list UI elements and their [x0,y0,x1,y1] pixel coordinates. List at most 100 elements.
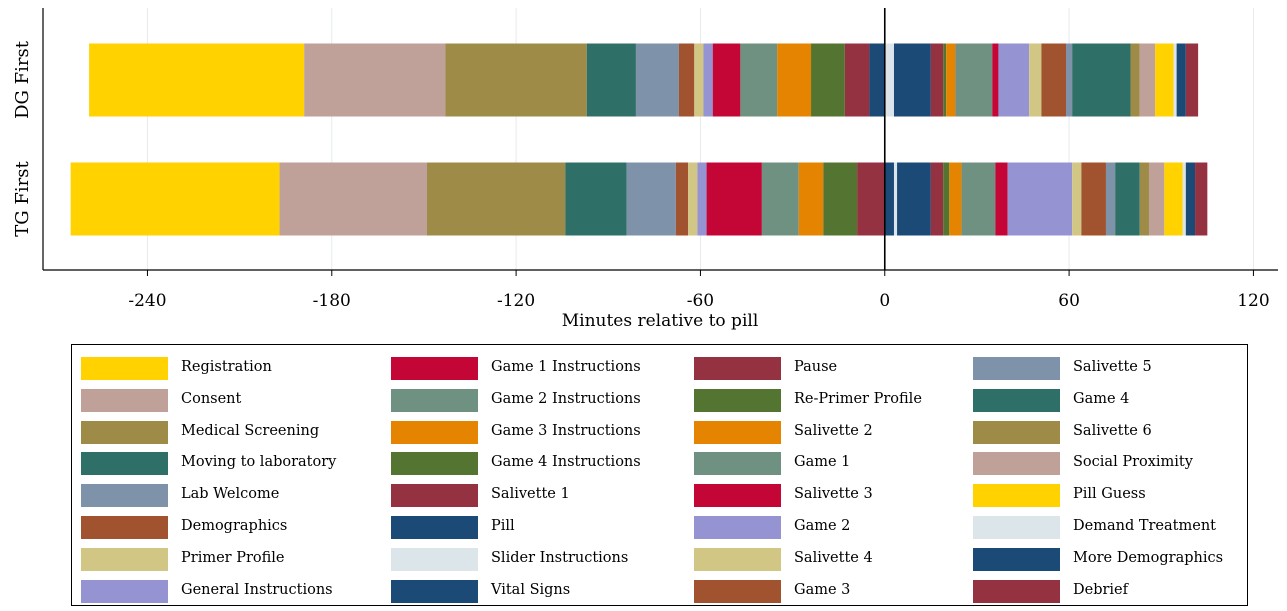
legend-swatch [973,516,1060,539]
bar-segment-1-15 [897,162,931,236]
bar-segment-0-17 [943,43,947,117]
legend-label: Salivette 6 [1073,422,1152,439]
legend-swatch [694,357,781,380]
bar-segment-1-0 [70,162,280,236]
legend-label: Lab Welcome [181,486,280,503]
bar-segment-0-1 [304,43,446,117]
legend-swatch [391,452,478,476]
legend-label: Moving to laboratory [181,454,337,471]
legend-label: Game 1 [794,454,851,471]
bar-segment-0-24 [1066,43,1073,117]
bar-segment-1-27 [1148,162,1165,236]
y-category-labels: DG First TG First [12,40,33,236]
bar-segment-1-9 [761,162,799,236]
legend-swatch [81,357,168,380]
bar-segment-1-7 [697,162,707,236]
legend-label: Game 2 Instructions [491,390,641,407]
legend-swatch [973,357,1060,380]
bar-segment-1-20 [995,162,1008,236]
bar-segment-0-12 [844,43,870,117]
legend-label: Salivette 4 [794,549,873,566]
bar-segment-0-20 [992,43,999,117]
bar-segment-0-22 [1029,43,1042,117]
legend-label: Primer Profile [181,549,285,566]
legend-swatch [694,547,781,571]
bar-segment-1-29 [1182,162,1186,236]
bar-segment-0-16 [930,43,944,117]
legend-swatch [694,484,781,508]
legend-label: Game 2 [794,518,851,534]
legend-swatch [973,484,1060,508]
legend-label: Medical Screening [181,422,320,439]
bar-segment-0-11 [811,43,845,117]
legend-label: Social Proximity [1073,454,1193,471]
bar-segment-0-10 [777,43,812,117]
bar-segment-1-19 [961,162,996,236]
legend-swatch [391,420,478,444]
legend-label: Re-Primer Profile [794,390,922,407]
bar-segment-1-22 [1072,162,1082,236]
bar-segment-0-14 [884,43,894,117]
legend-label: General Instructions [181,581,333,598]
bar-segment-0-4 [635,43,679,117]
legend-label: Salivette 2 [794,422,873,439]
y-category-label-0: DG First [12,40,33,119]
legend-swatch [973,420,1060,444]
bar-segment-1-14 [893,162,898,236]
bar-segment-1-24 [1105,162,1116,236]
stacked-timeline-chart: -240 -180 -120 -60 0 60 120 DG First TG First M… [12,8,1278,331]
bar-segment-0-18 [946,43,956,117]
legend-swatch [694,452,781,476]
legend-label: Pill Guess [1073,486,1146,503]
legend-label: Game 4 Instructions [491,454,641,471]
bar-segment-1-16 [930,162,944,236]
legend-label: Demand Treatment [1073,518,1216,534]
bar-segment-1-21 [1007,162,1073,236]
bar-segment-0-25 [1072,43,1131,117]
bar-segment-0-3 [586,43,636,117]
x-tick-label-5: 60 [1058,291,1080,311]
legend-label: Salivette 5 [1073,359,1152,375]
bar-segment-1-26 [1139,162,1149,236]
legend-label: Demographics [181,518,288,534]
legend-label: Registration [181,359,272,375]
legend-swatch [391,516,478,539]
legend-label: Debrief [1073,581,1129,598]
legend-swatch [694,579,781,603]
legend-swatch [81,420,168,444]
bar-segment-0-9 [740,43,778,117]
legend-label: Game 3 Instructions [491,422,641,439]
x-ticks: -240 -180 -120 -60 0 60 120 [128,270,1270,311]
legend: Registration Consent Medical Screening Movi… [71,344,1248,606]
bar-segment-0-23 [1041,43,1067,117]
legend-label: More Demographics [1073,549,1224,566]
legend-swatch [973,452,1060,476]
bar-segment-1-30 [1185,162,1196,236]
legend-label: Game 1 Instructions [491,359,641,375]
bar-segment-0-5 [678,43,695,117]
legend-swatch [81,547,168,571]
bar-segment-0-31 [1185,43,1199,117]
legend-swatch [973,579,1060,603]
bar-segment-1-25 [1115,162,1140,236]
bar-segment-1-18 [949,162,962,236]
x-tick-label-2: -120 [497,291,535,311]
legend-label: Slider Instructions [491,549,629,566]
bar-segment-1-31 [1195,162,1208,236]
x-tick-label-4: 0 [879,291,890,311]
bar-segment-1-13 [884,162,894,236]
bar-segment-0-29 [1173,43,1177,117]
bar-segment-0-13 [869,43,885,117]
bar-segment-1-3 [565,162,627,236]
legend-swatch [391,388,478,412]
bar-segment-1-5 [675,162,689,236]
bars [70,43,1208,236]
bar-segment-1-23 [1081,162,1106,236]
bar-segment-0-27 [1139,43,1156,117]
bar-segment-1-28 [1164,162,1183,236]
bar-segment-0-28 [1155,43,1174,117]
legend-label: Pause [794,359,838,375]
bar-segment-1-10 [798,162,824,236]
legend-label: Game 4 [1073,390,1130,407]
legend-swatch [973,547,1060,571]
